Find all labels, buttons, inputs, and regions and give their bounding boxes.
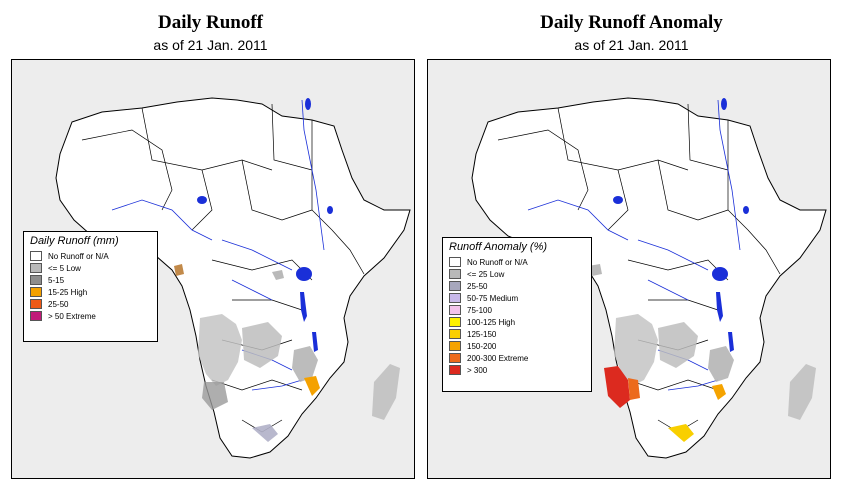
legend-label: 25-50 <box>48 299 69 309</box>
legend-swatch <box>30 275 42 285</box>
legend-label: 25-50 <box>467 281 488 291</box>
legend-item: 75-100 <box>449 304 591 316</box>
legend-label: 100-125 High <box>467 317 516 327</box>
legend-label: > 50 Extreme <box>48 311 96 321</box>
legend-title: Runoff Anomaly (%) <box>449 241 548 253</box>
legend-item: 5-15 <box>30 274 157 286</box>
legend-label: 75-100 <box>467 305 492 315</box>
anomaly-legend: Runoff Anomaly (%) No Runoff or N/A <= 25… <box>442 237 592 392</box>
legend-item: 50-75 Medium <box>449 292 591 304</box>
legend-label: No Runoff or N/A <box>48 251 109 261</box>
legend-swatch <box>449 329 461 339</box>
legend-item: 25-50 <box>30 298 157 310</box>
legend-item: No Runoff or N/A <box>449 256 591 268</box>
africa-map-svg <box>55 97 411 459</box>
legend-swatch <box>30 311 42 321</box>
legend-label: > 300 <box>467 365 488 375</box>
legend-swatch <box>449 317 461 327</box>
legend-swatch <box>30 287 42 297</box>
runoff-legend: Daily Runoff (mm) No Runoff or N/A <= 5 L… <box>23 231 158 342</box>
legend-label: 200-300 Extreme <box>467 353 529 363</box>
panel-title: Daily Runoff Anomaly <box>540 12 723 33</box>
legend-label: No Runoff or N/A <box>467 257 528 267</box>
legend-label: 5-15 <box>48 275 65 285</box>
legend-swatch <box>449 269 461 279</box>
panel-subtitle: as of 21 Jan. 2011 <box>574 37 689 53</box>
legend-item: 200-300 Extreme <box>449 352 591 364</box>
legend-title: Daily Runoff (mm) <box>30 235 119 247</box>
panel-title: Daily Runoff <box>157 12 264 33</box>
legend-swatch <box>449 293 461 303</box>
legend-swatch <box>30 299 42 309</box>
legend-item: 125-150 <box>449 328 591 340</box>
legend-item: 100-125 High <box>449 316 591 328</box>
legend-item: > 50 Extreme <box>30 310 157 322</box>
legend-label: <= 5 Low <box>48 263 81 273</box>
legend-label: <= 25 Low <box>467 269 505 279</box>
legend-item: <= 25 Low <box>449 268 591 280</box>
runoff-shading <box>174 264 400 442</box>
panel-subtitle: as of 21 Jan. 2011 <box>153 37 268 53</box>
legend-swatch <box>449 341 461 351</box>
legend-item: No Runoff or N/A <box>30 250 157 262</box>
legend-swatch <box>30 263 42 273</box>
legend-item: 150-200 <box>449 340 591 352</box>
legend-swatch <box>30 251 42 261</box>
legend-item: <= 5 Low <box>30 262 157 274</box>
legend-swatch <box>449 257 461 267</box>
legend-swatch <box>449 281 461 291</box>
legend-item: > 300 <box>449 364 591 376</box>
legend-label: 125-150 <box>467 329 497 339</box>
legend-swatch <box>449 353 461 363</box>
legend-label: 15-25 High <box>48 287 88 297</box>
legend-item: 15-25 High <box>30 286 157 298</box>
legend-item: 25-50 <box>449 280 591 292</box>
legend-swatch <box>449 305 461 315</box>
legend-label: 150-200 <box>467 341 497 351</box>
legend-swatch <box>449 365 461 375</box>
legend-label: 50-75 Medium <box>467 293 519 303</box>
